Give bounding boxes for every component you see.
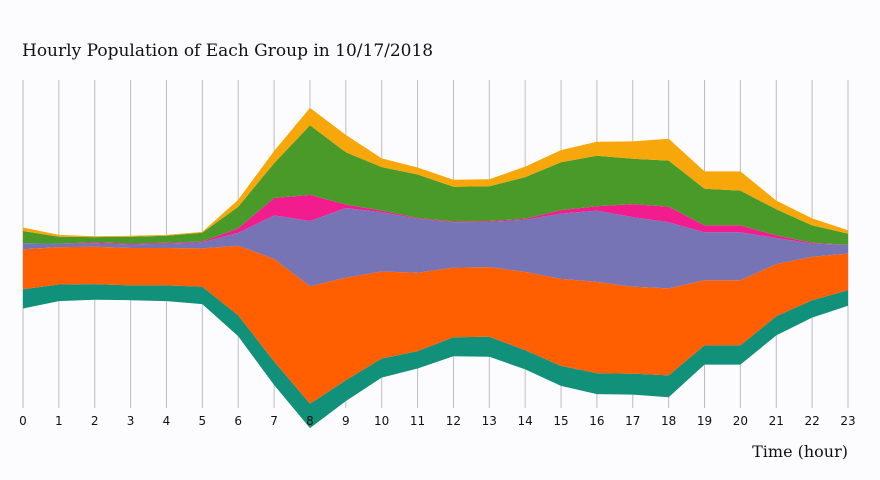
x-tick-label: 5 [199, 414, 207, 428]
x-tick-label: 2 [91, 414, 99, 428]
x-tick-label: 13 [482, 414, 497, 428]
x-axis-ticks: 0 1 2 3 4 5 6 7 8 9 10 11 12 13 14 15 16 17 18 19 20 21 22 23 [19, 414, 855, 428]
x-tick-label: 18 [661, 414, 676, 428]
x-tick-label: 19 [697, 414, 712, 428]
x-tick-label: 10 [374, 414, 389, 428]
x-tick-label: 20 [733, 414, 748, 428]
x-tick-label: 4 [163, 414, 171, 428]
x-tick-label: 3 [127, 414, 135, 428]
stream-layer-3 [23, 208, 848, 289]
x-tick-label: 6 [234, 414, 242, 428]
x-tick-label: 21 [769, 414, 784, 428]
chart-title: Hourly Population of Each Group in 10/17… [22, 41, 433, 61]
stream-layer-4 [23, 194, 848, 245]
x-tick-label: 16 [589, 414, 604, 428]
stream-layer-1 [23, 284, 848, 429]
x-tick-label: 23 [840, 414, 855, 428]
x-tick-label: 8 [306, 414, 314, 428]
stream-layer-5 [23, 125, 848, 245]
x-tick-label: 15 [553, 414, 568, 428]
x-tick-label: 22 [804, 414, 819, 428]
x-tick-label: 11 [410, 414, 425, 428]
x-tick-label: 0 [19, 414, 27, 428]
x-tick-label: 12 [446, 414, 461, 428]
x-tick-label: 1 [55, 414, 63, 428]
stream-layers [23, 107, 848, 429]
x-tick-label: 9 [342, 414, 350, 428]
x-tick-label: 14 [518, 414, 533, 428]
stream-layer-2 [23, 245, 848, 404]
x-axis-label: Time (hour) [752, 442, 848, 461]
x-tick-label: 7 [270, 414, 278, 428]
x-tick-label: 17 [625, 414, 640, 428]
